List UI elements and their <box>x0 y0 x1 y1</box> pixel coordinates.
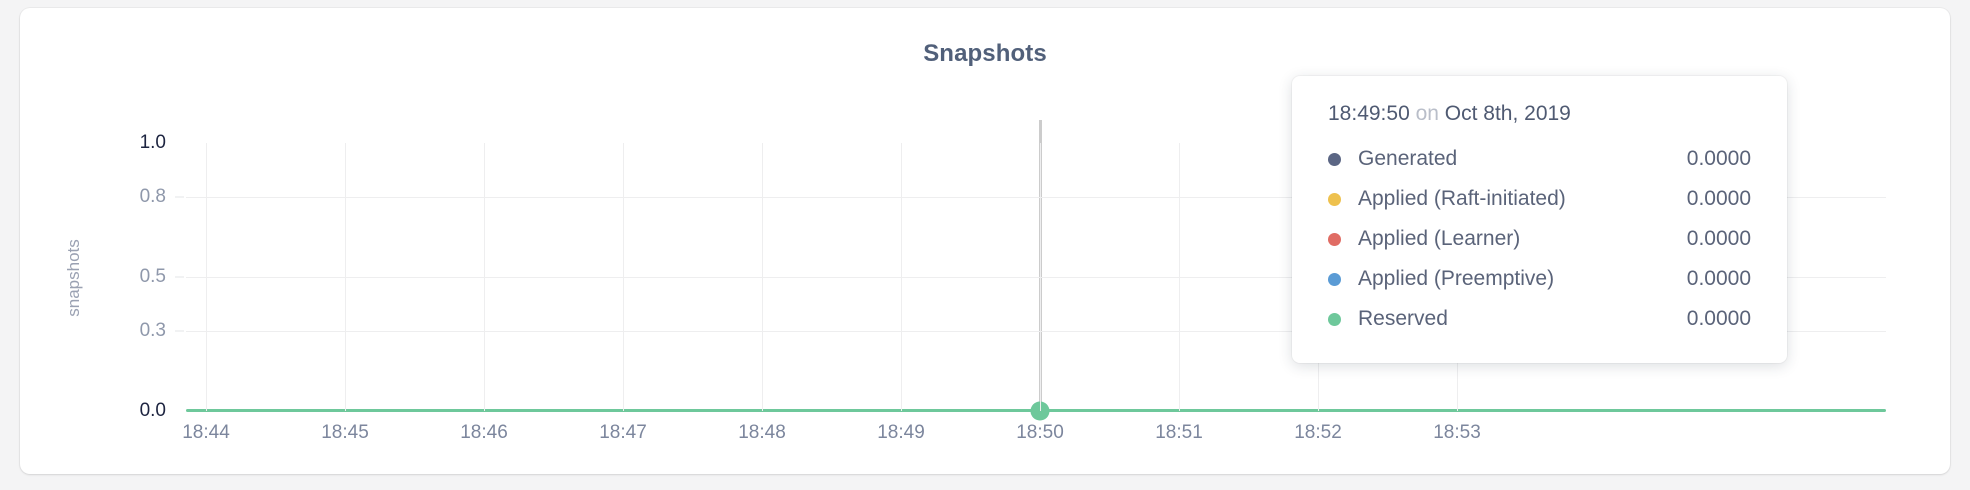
tooltip-time: 18:49:50 <box>1328 102 1410 125</box>
gridline-horizontal <box>186 196 1886 198</box>
tooltip-connector: on <box>1409 102 1445 125</box>
tooltip-timestamp: 18:49:50 on Oct 8th, 2019 <box>1328 102 1751 126</box>
gridline-horizontal <box>186 330 1886 332</box>
tooltip-series-label: Applied (Preemptive) <box>1358 267 1555 290</box>
series-color-dot-icon <box>1328 152 1341 166</box>
y-axis-tick <box>175 196 184 198</box>
tooltip-series-label: Applied (Raft-initiated) <box>1358 187 1566 210</box>
x-axis-label: 18:53 <box>1433 422 1481 443</box>
gridline-vertical <box>623 143 624 411</box>
x-axis-label: 18:51 <box>1155 422 1203 443</box>
tooltip-series-label: Applied (Learner) <box>1358 227 1521 250</box>
x-axis-label: 18:46 <box>460 422 508 443</box>
series-color-dot-icon <box>1328 272 1341 286</box>
y-axis-label: 0.3 <box>139 319 166 341</box>
y-axis-title: snapshots <box>64 239 83 317</box>
gridline-vertical <box>762 143 763 411</box>
y-axis-label: 0.8 <box>139 185 166 207</box>
tooltip-row: Reserved 0.0000 <box>1328 299 1751 339</box>
gridline-vertical <box>1040 143 1041 411</box>
tooltip-row: Applied (Learner) 0.0000 <box>1328 219 1751 259</box>
x-axis-label: 18:47 <box>599 422 647 443</box>
gridline-vertical <box>345 143 346 411</box>
gridline-vertical <box>901 143 902 411</box>
tooltip-row: Applied (Preemptive) 0.0000 <box>1328 259 1751 299</box>
tooltip-series-value: 0.0000 <box>1686 147 1751 170</box>
tooltip-series-value: 0.0000 <box>1686 227 1751 250</box>
x-axis-label: 18:44 <box>182 422 230 443</box>
series-color-dot-icon <box>1328 192 1341 206</box>
gridline-horizontal <box>186 277 1886 278</box>
tooltip-date: Oct 8th, 2019 <box>1444 102 1571 125</box>
gridline-vertical <box>484 143 485 411</box>
x-axis-label: 18:48 <box>738 422 786 443</box>
snapshots-chart-card: Snapshots snapshots 1.0 0.8 0.5 0.3 0.0 18:4… <box>20 8 1950 474</box>
y-axis-label: 0.5 <box>139 266 166 287</box>
tooltip-series-value: 0.0000 <box>1686 267 1751 290</box>
series-color-dot-icon <box>1328 232 1341 246</box>
series-color-dot-icon <box>1328 312 1341 326</box>
gridline-vertical <box>206 143 207 411</box>
tooltip-series-list: Generated 0.0000 Applied (Raft-initiated) 0… <box>1328 139 1751 339</box>
x-axis-label: 18:52 <box>1294 422 1342 443</box>
hover-data-point[interactable] <box>1030 401 1050 421</box>
tooltip-series-value: 0.0000 <box>1686 307 1751 330</box>
y-axis-tick <box>175 276 184 278</box>
tooltip-series-label: Reserved <box>1358 307 1448 330</box>
x-axis-label: 18:49 <box>877 422 925 443</box>
tooltip-row: Generated 0.0000 <box>1328 139 1751 179</box>
x-axis-label: 18:45 <box>321 422 369 443</box>
tooltip-row: Applied (Raft-initiated) 0.0000 <box>1328 179 1751 219</box>
tooltip-series-value: 0.0000 <box>1686 187 1751 210</box>
x-axis-label: 18:50 <box>1016 422 1064 443</box>
y-axis-label: 0.0 <box>139 400 166 421</box>
hover-tooltip: 18:49:50 on Oct 8th, 2019 Generated 0.000… <box>1292 76 1787 363</box>
y-axis-tick <box>175 330 184 332</box>
page-title: Snapshots <box>923 40 1047 67</box>
y-axis-label: 1.0 <box>139 132 166 153</box>
tooltip-series-label: Generated <box>1358 147 1458 170</box>
gridline-vertical <box>1179 143 1180 411</box>
